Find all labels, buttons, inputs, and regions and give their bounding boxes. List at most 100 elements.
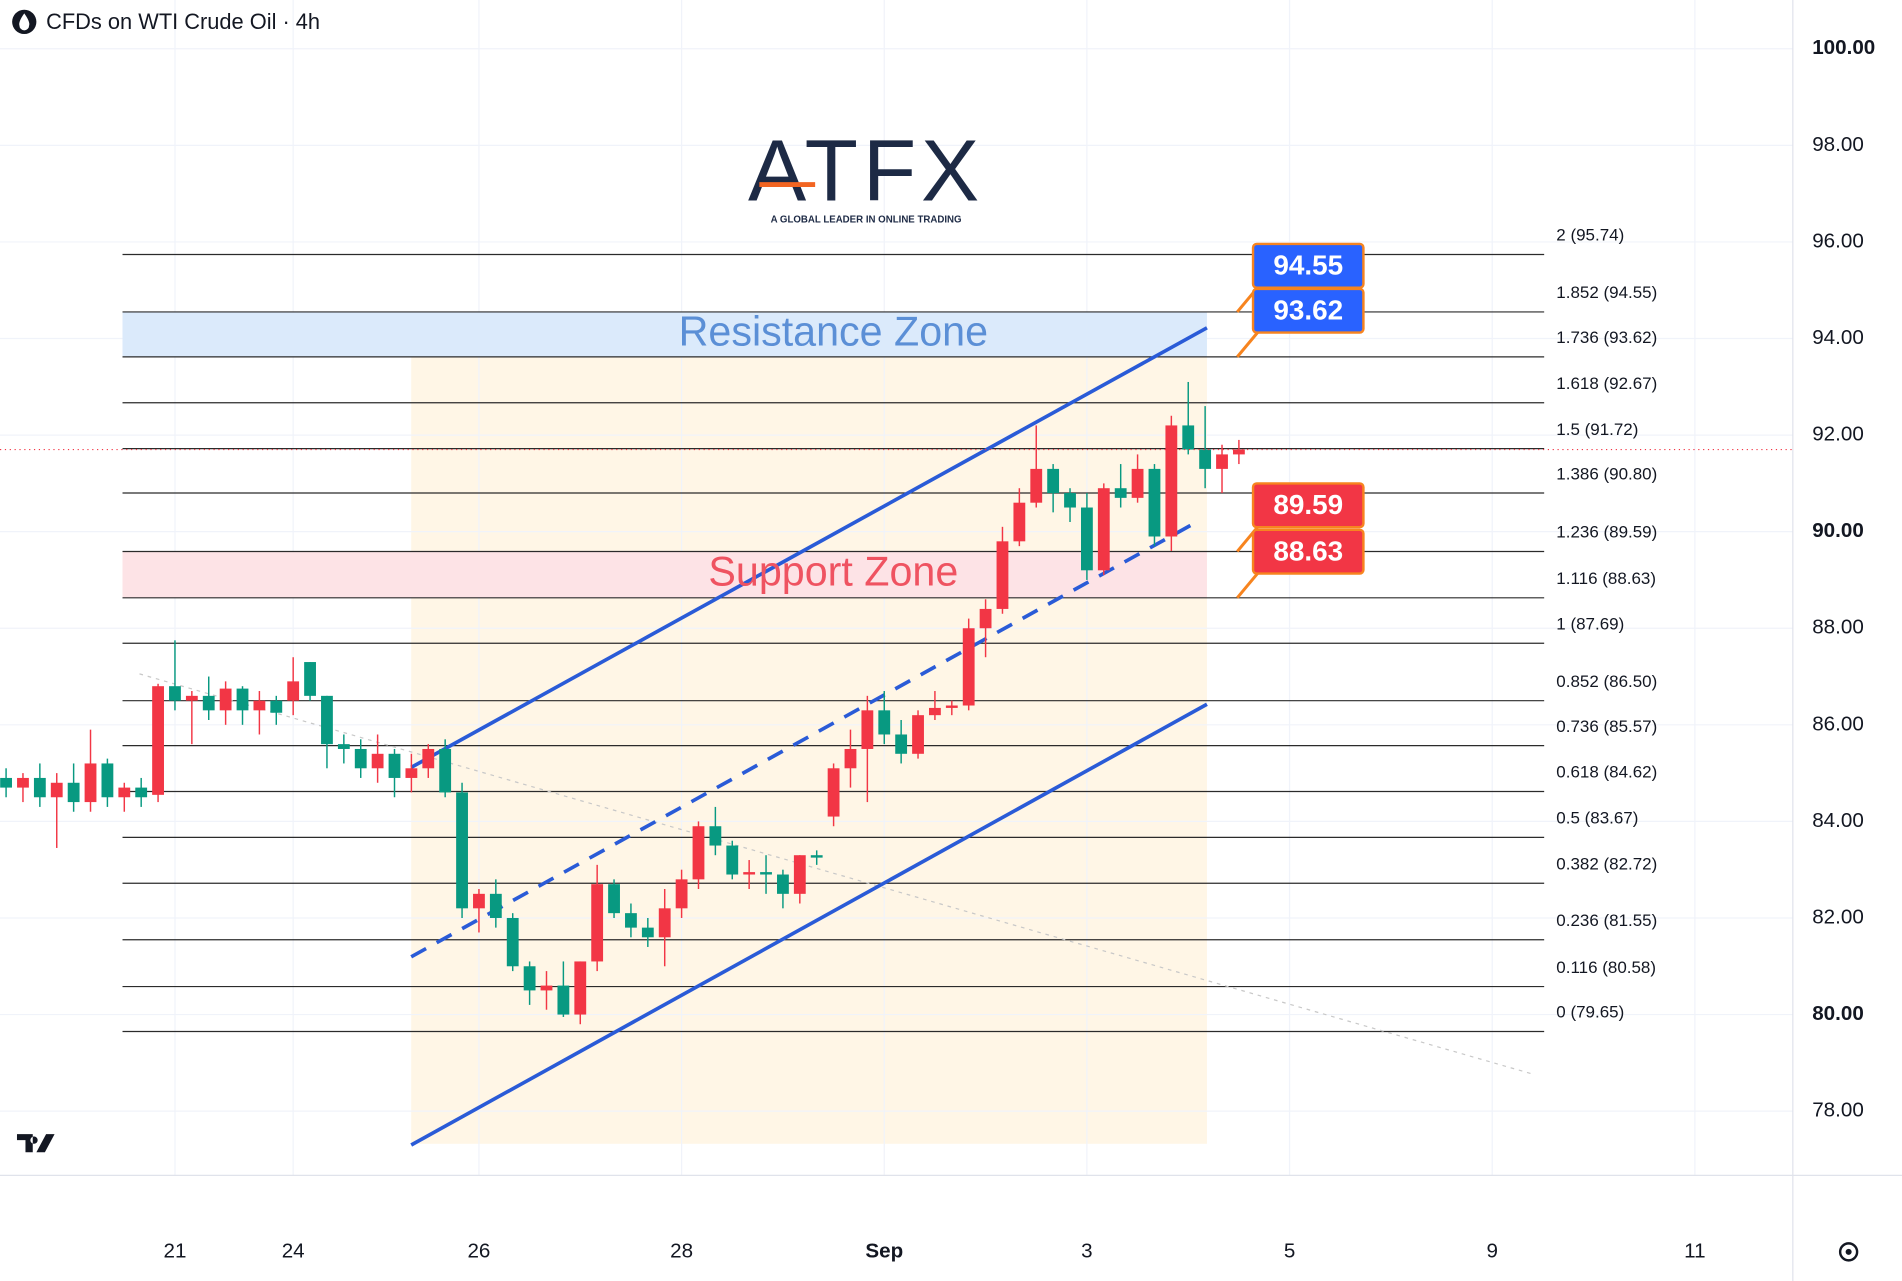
under-layer <box>0 0 1793 1176</box>
fib-label: 1.116 (88.63) <box>1556 569 1656 588</box>
candle-body <box>1131 468 1144 498</box>
candle-body <box>304 662 316 696</box>
candle-body <box>895 734 908 754</box>
candle-body <box>0 777 12 788</box>
candle-body <box>1182 425 1195 450</box>
x-tick-label: 24 <box>282 1239 305 1262</box>
x-tick-label: 3 <box>1081 1239 1092 1262</box>
candle-body <box>1148 468 1161 537</box>
candle-body <box>473 893 485 909</box>
y-tick-label: 84.00 <box>1812 809 1864 832</box>
fib-area <box>411 327 1207 1144</box>
candle-body <box>489 893 502 918</box>
fib-label: 0.736 (85.57) <box>1556 717 1657 736</box>
candle-body <box>1013 502 1026 542</box>
candle-body <box>422 748 435 769</box>
settings-icon[interactable] <box>1838 1242 1859 1262</box>
y-tick-label: 86.00 <box>1812 712 1864 735</box>
candle-body <box>979 608 992 629</box>
candle-body <box>962 628 975 706</box>
y-tick-label: 100.00 <box>1812 36 1875 59</box>
candle-body <box>84 763 97 803</box>
channel-mid <box>410 518 1202 959</box>
x-tick-label: 9 <box>1486 1239 1497 1262</box>
fib-label: 0.618 (84.62) <box>1556 763 1657 782</box>
logo-text: ATFX <box>748 121 984 219</box>
callout-label: 89.59 <box>1273 489 1343 520</box>
candle-body <box>574 961 587 1015</box>
candle-body <box>118 787 131 798</box>
channel-upper <box>410 326 1208 769</box>
candle-body <box>760 872 772 875</box>
candle-body <box>101 763 114 798</box>
candle-body <box>185 695 198 701</box>
callout-box <box>1251 528 1365 575</box>
callout-box <box>1251 482 1365 529</box>
settings-icon-dot <box>1845 1248 1852 1255</box>
candle-body <box>439 748 452 793</box>
fib-label: 1.618 (92.67) <box>1556 374 1657 393</box>
candle-body <box>1030 468 1043 503</box>
x-tick-label: 5 <box>1284 1239 1295 1262</box>
y-tick-label: 92.00 <box>1812 423 1864 446</box>
candle-body <box>253 700 266 711</box>
callout-box <box>1251 287 1365 334</box>
zone-label: Support Zone <box>708 549 958 595</box>
candle-body <box>219 688 232 711</box>
fib-label: 1.236 (89.59) <box>1556 523 1657 542</box>
candle-body <box>625 913 637 928</box>
candle-body <box>844 748 857 769</box>
candle-body <box>996 541 1009 609</box>
callout-label: 88.63 <box>1273 535 1343 566</box>
y-tick-label: 78.00 <box>1812 1099 1864 1122</box>
candle-body <box>1199 449 1212 469</box>
candle-body <box>236 688 249 711</box>
y-tick-label: 96.00 <box>1812 229 1864 252</box>
candle-body <box>405 768 418 778</box>
candle-body <box>456 792 468 909</box>
candle-body <box>270 700 283 713</box>
x-tick-label: 21 <box>163 1239 186 1262</box>
candle-body <box>152 686 164 795</box>
candle-body <box>371 753 384 769</box>
candle-body <box>1097 488 1110 571</box>
fib-label: 2 (95.74) <box>1556 226 1624 245</box>
fib-label: 1 (87.69) <box>1556 614 1624 633</box>
x-tick-label: 28 <box>670 1239 693 1262</box>
zone-label: Resistance Zone <box>679 308 988 354</box>
candle-body <box>506 917 519 967</box>
candle-body <box>67 782 80 803</box>
zone <box>122 551 1207 598</box>
x-tick-label: 11 <box>1684 1239 1705 1262</box>
candle-body <box>793 855 806 894</box>
candle-body <box>1064 493 1076 508</box>
fib-label: 1.386 (90.80) <box>1556 464 1657 483</box>
candle-body <box>591 884 604 962</box>
y-tick-label: 88.00 <box>1812 616 1864 639</box>
candle-body <box>1047 468 1060 494</box>
candle-body <box>17 777 29 788</box>
x-tick-label: 26 <box>467 1239 490 1262</box>
fib-label: 1.852 (94.55) <box>1556 283 1657 302</box>
candle-body <box>658 908 671 938</box>
zone <box>122 311 1207 357</box>
fib-label: 0.116 (80.58) <box>1556 958 1656 977</box>
channel-lower <box>410 702 1208 1147</box>
candle-body <box>608 884 620 914</box>
y-tick-label: 90.00 <box>1812 519 1864 542</box>
candle-body <box>1216 454 1228 469</box>
candle-body <box>287 681 300 701</box>
candle-body <box>202 695 215 711</box>
drop-icon <box>19 13 30 31</box>
logo-tagline: A GLOBAL LEADER IN ONLINE TRADING <box>771 214 962 225</box>
candle-body <box>810 855 823 858</box>
candle-body <box>641 927 654 938</box>
fib-label: 0.236 (81.55) <box>1556 911 1657 930</box>
candle-body <box>321 695 333 745</box>
candle-body <box>50 782 63 798</box>
candle-body <box>337 744 350 749</box>
candle-body <box>523 966 536 991</box>
candle-body <box>777 874 789 894</box>
